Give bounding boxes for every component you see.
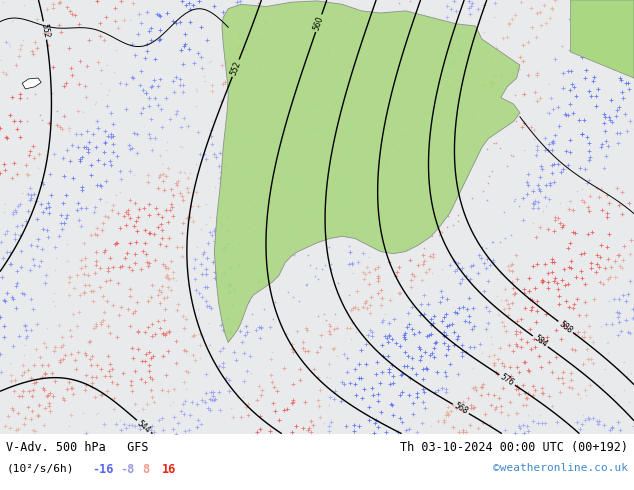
Text: 8: 8: [143, 463, 150, 476]
Polygon shape: [214, 1, 520, 343]
Text: ©weatheronline.co.uk: ©weatheronline.co.uk: [493, 463, 628, 473]
Polygon shape: [22, 78, 41, 89]
Text: 560: 560: [312, 15, 325, 31]
Text: V-Adv. 500 hPa   GFS: V-Adv. 500 hPa GFS: [6, 441, 149, 454]
Text: 584: 584: [532, 333, 549, 349]
Text: 552: 552: [229, 60, 243, 76]
Text: 16: 16: [162, 463, 176, 476]
Text: 576: 576: [498, 372, 515, 388]
Text: Th 03-10-2024 00:00 UTC (00+192): Th 03-10-2024 00:00 UTC (00+192): [399, 441, 628, 454]
Text: (10²/s/6h): (10²/s/6h): [6, 463, 74, 473]
Text: 552: 552: [39, 23, 51, 38]
Text: 568: 568: [452, 401, 469, 416]
Text: -16: -16: [92, 463, 113, 476]
Text: -8: -8: [120, 463, 134, 476]
Text: 544: 544: [136, 418, 152, 435]
Text: 588: 588: [557, 319, 574, 335]
Polygon shape: [571, 0, 634, 78]
